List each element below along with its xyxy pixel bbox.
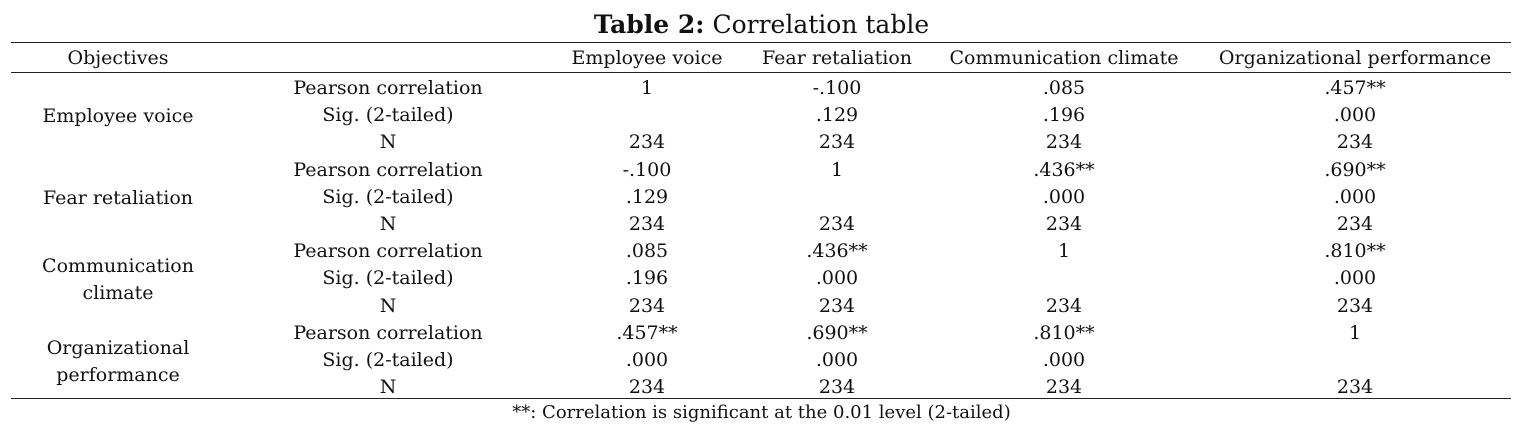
group-label-line: Organizational: [46, 336, 190, 359]
stat-label-n: N: [379, 376, 397, 399]
table-cell: 234: [1045, 294, 1083, 317]
table-cell: 234: [628, 376, 666, 399]
group-label: Communication climate: [11, 253, 225, 307]
stat-label-n: N: [379, 213, 397, 235]
header-organizational-performance: Organizational performance: [1218, 47, 1492, 69]
group-label-line: Fear retaliation: [43, 186, 193, 209]
table-cell: .196: [1042, 104, 1086, 127]
table-cell: .129: [625, 185, 669, 208]
table-cell: .196: [625, 267, 669, 290]
stat-label-n: N: [379, 294, 397, 317]
table-cell: 234: [1045, 213, 1083, 235]
table-cell: 234: [628, 213, 666, 235]
top-rule: [11, 42, 1511, 43]
group-label-line: performance: [56, 363, 180, 386]
table-cell: 234: [628, 131, 666, 154]
table-cell: 234: [818, 131, 856, 154]
table-cell: 234: [818, 294, 856, 317]
table-cell: 1: [640, 77, 654, 99]
table-caption: Table 2: Correlation table: [0, 10, 1523, 40]
table-cell: .436**: [1033, 158, 1095, 181]
header-fear-retaliation: Fear retaliation: [762, 47, 912, 69]
table-cell: 234: [1045, 376, 1083, 399]
header-objectives: Objectives: [67, 47, 169, 69]
table-cell: 234: [818, 213, 856, 235]
stat-label-sig: Sig. (2-tailed): [322, 349, 454, 371]
table-cell: .810**: [1324, 240, 1386, 263]
table-cell: .000: [1042, 349, 1086, 371]
table-cell: .000: [815, 349, 859, 371]
table-footnote: **: Correlation is significant at the 0.…: [512, 402, 1011, 423]
bottom-rule: [11, 398, 1511, 399]
table-cell: .129: [815, 104, 859, 127]
group-label-line: climate: [82, 282, 154, 304]
group-label: Organizational performance: [11, 335, 225, 389]
stat-label-pearson: Pearson correlation: [293, 77, 483, 99]
table-cell: 1: [1348, 321, 1362, 344]
table-cell: -.100: [622, 158, 672, 181]
table-cell: 234: [628, 294, 666, 317]
table-cell: 234: [1336, 376, 1374, 399]
stat-label-sig: Sig. (2-tailed): [322, 267, 454, 290]
group-label-line: Employee voice: [42, 105, 194, 128]
stat-label-pearson: Pearson correlation: [293, 321, 483, 344]
table-cell: .000: [1042, 185, 1086, 208]
group-label: Employee voice: [11, 103, 225, 130]
stat-label-pearson: Pearson correlation: [293, 158, 483, 181]
table-cell: -.100: [812, 77, 862, 99]
table-cell: 234: [1336, 294, 1374, 317]
table-cell: .436**: [806, 240, 868, 263]
table-cell: .690**: [806, 321, 868, 344]
table-cell: .810**: [1033, 321, 1095, 344]
table-cell: .000: [1333, 267, 1377, 290]
table-cell: .000: [1333, 185, 1377, 208]
table-cell: .000: [815, 267, 859, 290]
table-cell: .457**: [616, 321, 678, 344]
stat-label-sig: Sig. (2-tailed): [322, 185, 454, 208]
caption-label: Table 2:: [593, 10, 705, 39]
table-cell: .000: [625, 349, 669, 371]
table-cell: .000: [1333, 104, 1377, 127]
group-label-line: Communication: [42, 255, 194, 277]
stat-label-pearson: Pearson correlation: [293, 240, 483, 263]
header-employee-voice: Employee voice: [571, 47, 723, 69]
group-label: Fear retaliation: [11, 185, 225, 212]
table-cell: .085: [1042, 77, 1086, 99]
table-cell: .085: [625, 240, 669, 263]
header-rule: [11, 72, 1511, 73]
stat-label-n: N: [379, 131, 397, 154]
table-cell: 234: [1336, 131, 1374, 154]
table-cell: .690**: [1324, 158, 1386, 181]
stat-label-sig: Sig. (2-tailed): [322, 104, 454, 127]
table-cell: 1: [830, 158, 844, 181]
table-cell: .457**: [1324, 77, 1386, 99]
table-cell: 1: [1057, 240, 1071, 263]
table-cell: 234: [818, 376, 856, 399]
header-communication-climate: Communication climate: [949, 47, 1179, 69]
table-cell: 234: [1336, 213, 1374, 235]
caption-title: Correlation table: [704, 10, 930, 39]
table-cell: 234: [1045, 131, 1083, 154]
